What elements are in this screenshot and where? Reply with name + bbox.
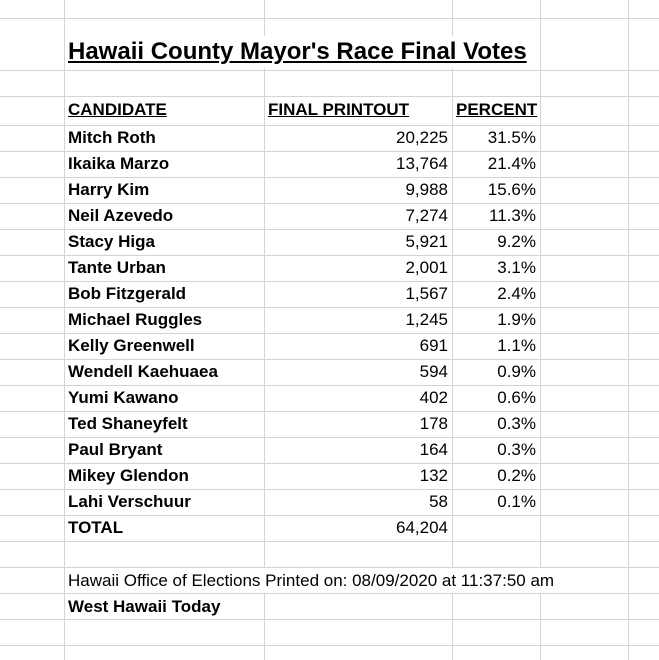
grid-line bbox=[0, 489, 659, 490]
candidate-name: Michael Ruggles bbox=[68, 310, 203, 329]
vote-count: 7,274 bbox=[405, 206, 448, 225]
grid-line bbox=[0, 463, 659, 464]
candidate-name: Kelly Greenwell bbox=[68, 336, 195, 355]
vote-count: 402 bbox=[419, 388, 448, 407]
vote-percent: 0.3% bbox=[497, 414, 536, 433]
sheet-title: Hawaii County Mayor's Race Final Votes bbox=[68, 36, 527, 68]
vote-count: 132 bbox=[419, 466, 448, 485]
grid-line bbox=[0, 541, 659, 542]
grid-line bbox=[0, 515, 659, 516]
vote-count: 1,245 bbox=[405, 310, 448, 329]
vote-percent: 1.9% bbox=[497, 310, 536, 329]
candidate-name: Mikey Glendon bbox=[68, 466, 189, 485]
grid-line bbox=[0, 333, 659, 334]
grid-line bbox=[0, 385, 659, 386]
vote-count: 58 bbox=[429, 492, 448, 511]
vote-percent: 31.5% bbox=[487, 128, 536, 147]
vote-count: 178 bbox=[419, 414, 448, 433]
grid-line bbox=[0, 203, 659, 204]
grid-line bbox=[0, 177, 659, 178]
vote-percent: 0.6% bbox=[497, 388, 536, 407]
grid-line bbox=[0, 125, 659, 126]
vote-percent: 11.3% bbox=[489, 206, 536, 225]
candidate-name: Bob Fitzgerald bbox=[68, 284, 187, 303]
grid-line bbox=[452, 0, 453, 660]
grid-line bbox=[0, 619, 659, 620]
grid-line bbox=[0, 307, 659, 308]
vote-percent: 2.4% bbox=[497, 284, 536, 303]
grid-line bbox=[0, 437, 659, 438]
vote-percent: 0.2% bbox=[497, 466, 536, 485]
vote-percent: 3.1% bbox=[497, 258, 536, 277]
candidate-name: Stacy Higa bbox=[68, 232, 155, 251]
grid-line bbox=[0, 255, 659, 256]
grid-line bbox=[0, 18, 659, 19]
vote-count: 2,001 bbox=[405, 258, 448, 277]
vote-count: 13,764 bbox=[396, 154, 448, 173]
grid-line bbox=[0, 281, 659, 282]
note: Hawaii Office of Elections Printed on: 0… bbox=[65, 568, 557, 593]
grid-line bbox=[0, 70, 659, 71]
candidate-name: Yumi Kawano bbox=[68, 388, 179, 407]
vote-percent: 0.1% bbox=[497, 492, 536, 511]
candidate-name: Tante Urban bbox=[68, 258, 166, 277]
candidate-name: Ikaika Marzo bbox=[68, 154, 170, 173]
grid-line bbox=[0, 411, 659, 412]
vote-percent: 21.4% bbox=[487, 154, 536, 173]
vote-count: 9,988 bbox=[405, 180, 448, 199]
column-header: FINAL PRINTOUT bbox=[268, 100, 410, 119]
grid-line bbox=[64, 0, 65, 660]
grid-line bbox=[540, 0, 541, 660]
vote-percent: 1.1% bbox=[497, 336, 536, 355]
grid-line bbox=[264, 0, 265, 660]
column-header: CANDIDATE bbox=[68, 100, 167, 119]
column-header: PERCENT bbox=[456, 100, 538, 119]
candidate-name: Mitch Roth bbox=[68, 128, 156, 147]
total-votes: 64,204 bbox=[396, 518, 448, 537]
grid-line bbox=[0, 229, 659, 230]
grid-line bbox=[0, 593, 659, 594]
grid-line bbox=[0, 567, 659, 568]
grid-line bbox=[0, 645, 659, 646]
candidate-name: Ted Shaneyfelt bbox=[68, 414, 188, 433]
vote-percent: 15.6% bbox=[487, 180, 536, 199]
source: West Hawaii Today bbox=[65, 594, 223, 619]
candidate-name: Wendell Kaehuaea bbox=[68, 362, 218, 381]
total-label: TOTAL bbox=[68, 518, 124, 537]
vote-percent: 9.2% bbox=[497, 232, 536, 251]
candidate-name: Neil Azevedo bbox=[68, 206, 174, 225]
grid-line bbox=[0, 96, 659, 97]
grid-line bbox=[0, 359, 659, 360]
candidate-name: Paul Bryant bbox=[68, 440, 163, 459]
candidate-name: Harry Kim bbox=[68, 180, 150, 199]
grid-line bbox=[0, 151, 659, 152]
vote-count: 594 bbox=[419, 362, 448, 381]
vote-count: 20,225 bbox=[396, 128, 448, 147]
vote-percent: 0.9% bbox=[497, 362, 536, 381]
vote-count: 691 bbox=[419, 336, 448, 355]
candidate-name: Lahi Verschuur bbox=[68, 492, 191, 511]
vote-percent: 0.3% bbox=[497, 440, 536, 459]
vote-count: 5,921 bbox=[405, 232, 448, 251]
grid-line bbox=[628, 0, 629, 660]
vote-count: 1,567 bbox=[405, 284, 448, 303]
vote-count: 164 bbox=[419, 440, 448, 459]
